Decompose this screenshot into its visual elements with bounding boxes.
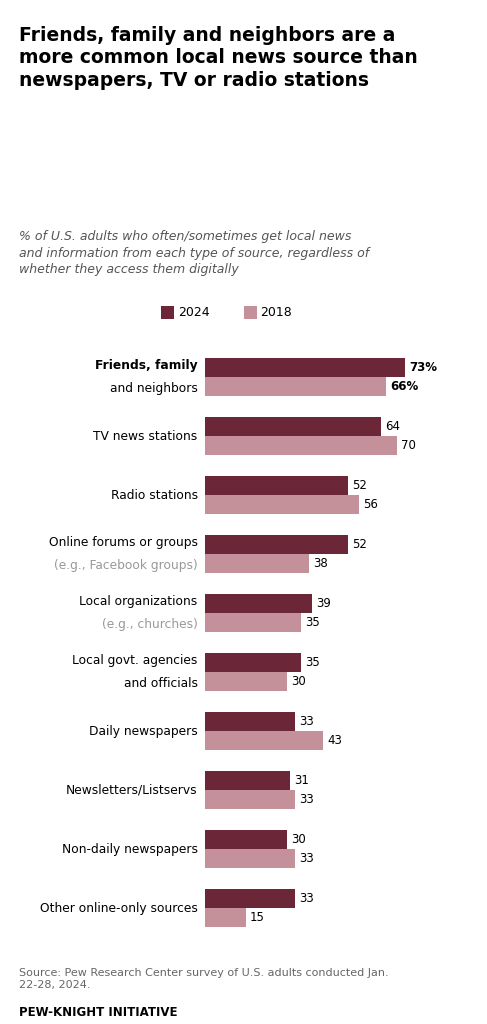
Bar [205, 889, 296, 908]
Bar [205, 377, 386, 396]
Text: 70: 70 [401, 439, 416, 452]
Text: 38: 38 [313, 557, 328, 570]
Text: 30: 30 [291, 834, 306, 846]
Text: 2024: 2024 [178, 306, 209, 318]
Text: Non-daily newspapers: Non-daily newspapers [62, 843, 198, 856]
Bar [205, 358, 406, 377]
Text: 33: 33 [300, 793, 314, 806]
Text: Other online-only sources: Other online-only sources [40, 901, 198, 914]
Text: 66%: 66% [391, 380, 419, 393]
Bar [205, 495, 359, 514]
Bar [205, 653, 301, 672]
Text: 64: 64 [385, 420, 400, 433]
Bar [205, 771, 290, 791]
Text: Local organizations: Local organizations [79, 595, 198, 608]
Text: 43: 43 [327, 734, 342, 746]
Text: and neighbors: and neighbors [110, 382, 198, 395]
Text: 35: 35 [305, 656, 320, 669]
Text: Source: Pew Research Center survey of U.S. adults conducted Jan.
22-28, 2024.: Source: Pew Research Center survey of U.… [19, 968, 389, 990]
Bar [205, 536, 348, 554]
Bar [205, 554, 309, 573]
Text: Friends, family and neighbors are a
more common local news source than
newspaper: Friends, family and neighbors are a more… [19, 26, 418, 90]
Text: Friends, family: Friends, family [95, 358, 198, 372]
Text: 39: 39 [316, 597, 331, 610]
Bar [205, 613, 301, 632]
Text: Online forums or groups: Online forums or groups [49, 536, 198, 549]
Bar [205, 791, 296, 809]
Text: 31: 31 [294, 774, 309, 787]
Text: 33: 33 [300, 852, 314, 865]
Text: 30: 30 [291, 675, 306, 688]
Bar [205, 830, 287, 849]
Text: PEW-KNIGHT INITIATIVE: PEW-KNIGHT INITIATIVE [19, 1006, 178, 1019]
Text: 15: 15 [250, 911, 265, 924]
Text: 56: 56 [363, 498, 378, 511]
Text: 2018: 2018 [261, 306, 292, 318]
Text: 33: 33 [300, 892, 314, 905]
Text: Newsletters/Listservs: Newsletters/Listservs [66, 783, 198, 797]
Bar [205, 731, 323, 750]
Text: 73%: 73% [410, 361, 438, 374]
Text: Radio stations: Radio stations [111, 488, 198, 502]
Text: % of U.S. adults who often/sometimes get local news
and information from each ty: % of U.S. adults who often/sometimes get… [19, 230, 370, 276]
Bar [205, 436, 397, 455]
Text: TV news stations: TV news stations [94, 429, 198, 442]
Text: 52: 52 [352, 539, 367, 551]
Text: (e.g., Facebook groups): (e.g., Facebook groups) [54, 559, 198, 572]
Bar [205, 849, 296, 868]
Bar [205, 712, 296, 731]
Text: and officials: and officials [124, 677, 198, 690]
Bar [205, 594, 312, 613]
Bar [205, 417, 381, 436]
Text: Daily newspapers: Daily newspapers [89, 725, 198, 737]
Bar [205, 476, 348, 495]
Bar [205, 672, 287, 691]
Text: Local govt. agencies: Local govt. agencies [72, 653, 198, 667]
Text: 35: 35 [305, 616, 320, 629]
Text: 52: 52 [352, 479, 367, 493]
Text: (e.g., churches): (e.g., churches) [102, 618, 198, 632]
Text: 33: 33 [300, 715, 314, 728]
Bar [205, 908, 246, 927]
